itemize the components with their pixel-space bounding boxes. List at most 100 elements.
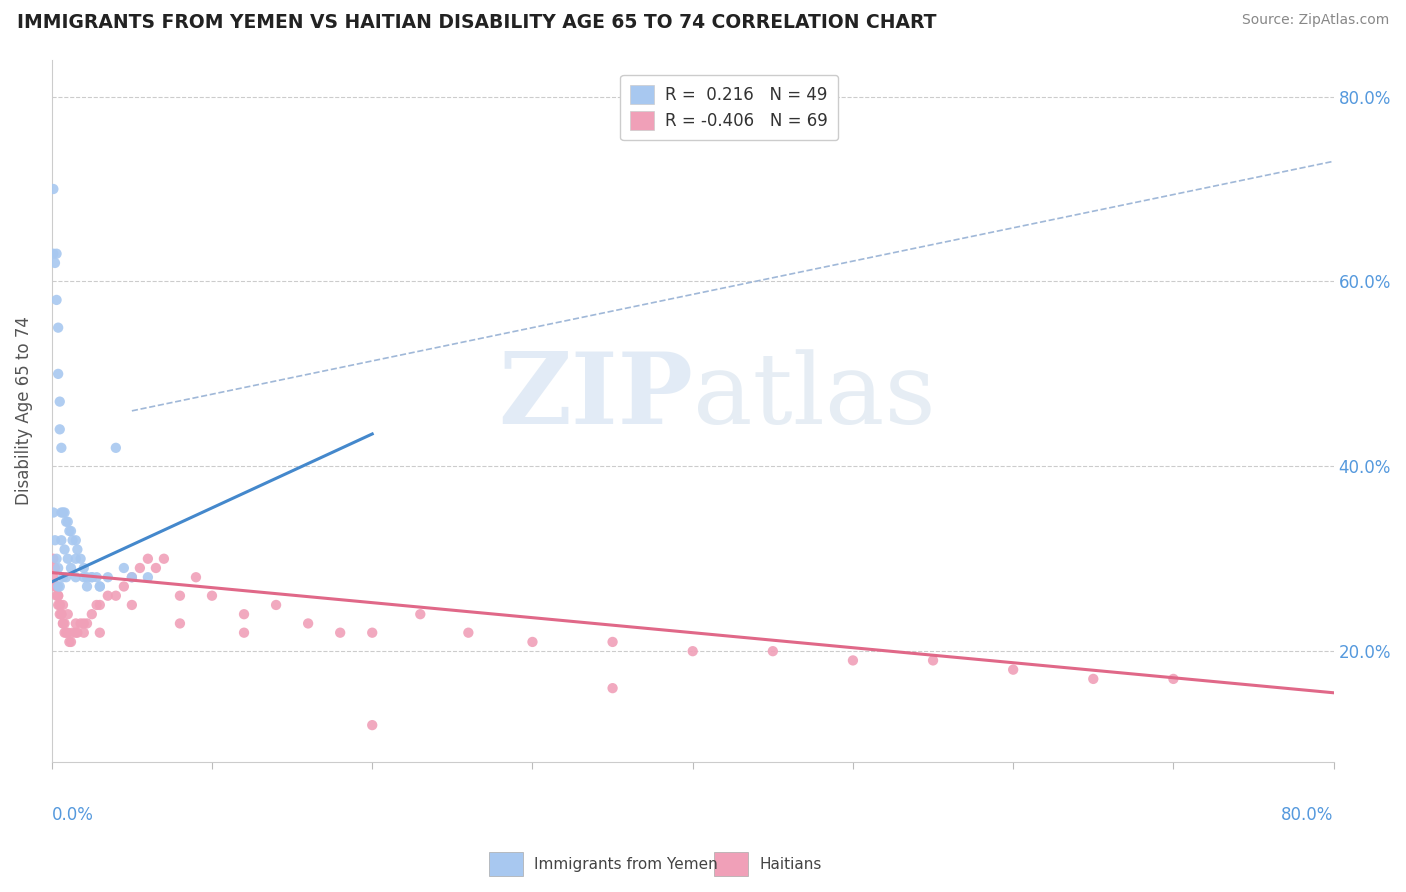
- Point: [522, 635, 544, 649]
- Point: [1083, 672, 1105, 686]
- Point: [89, 579, 111, 593]
- Point: [89, 579, 111, 593]
- FancyBboxPatch shape: [714, 852, 748, 876]
- Point: [56, 607, 79, 622]
- Text: 80.0%: 80.0%: [1281, 806, 1334, 824]
- Point: [52, 598, 75, 612]
- Point: [45, 579, 67, 593]
- Point: [52, 570, 75, 584]
- Text: 0.0%: 0.0%: [52, 806, 94, 824]
- Point: [49, 579, 72, 593]
- Point: [169, 616, 191, 631]
- Point: [45, 293, 67, 307]
- Point: [73, 561, 96, 575]
- Point: [46, 320, 69, 334]
- Point: [44, 561, 66, 575]
- Point: [42, 551, 65, 566]
- Point: [58, 524, 80, 538]
- Point: [76, 570, 98, 584]
- Point: [42, 570, 65, 584]
- Point: [51, 441, 73, 455]
- Legend: R =  0.216   N = 49, R = -0.406   N = 69: R = 0.216 N = 49, R = -0.406 N = 69: [620, 75, 838, 140]
- Point: [112, 579, 135, 593]
- Point: [65, 551, 87, 566]
- Point: [97, 589, 120, 603]
- Point: [145, 561, 167, 575]
- Point: [55, 625, 77, 640]
- Point: [59, 561, 82, 575]
- Point: [80, 570, 103, 584]
- Point: [264, 598, 287, 612]
- Point: [76, 579, 98, 593]
- Point: [49, 394, 72, 409]
- Point: [53, 616, 76, 631]
- Point: [49, 607, 72, 622]
- Point: [86, 598, 108, 612]
- Point: [56, 625, 79, 640]
- Point: [52, 506, 75, 520]
- Point: [42, 246, 65, 260]
- Point: [69, 551, 91, 566]
- Point: [62, 533, 84, 548]
- Point: [457, 625, 479, 640]
- Point: [233, 607, 256, 622]
- Point: [56, 515, 79, 529]
- Point: [46, 579, 69, 593]
- Text: IMMIGRANTS FROM YEMEN VS HAITIAN DISABILITY AGE 65 TO 74 CORRELATION CHART: IMMIGRANTS FROM YEMEN VS HAITIAN DISABIL…: [17, 13, 936, 32]
- Point: [45, 246, 67, 260]
- Text: ZIP: ZIP: [498, 348, 693, 445]
- Point: [602, 681, 624, 695]
- Point: [136, 551, 159, 566]
- Point: [42, 182, 65, 196]
- Point: [361, 625, 384, 640]
- Point: [329, 625, 352, 640]
- Point: [80, 607, 103, 622]
- Point: [51, 607, 73, 622]
- Point: [297, 616, 319, 631]
- Point: [59, 524, 82, 538]
- FancyBboxPatch shape: [489, 852, 523, 876]
- Point: [136, 570, 159, 584]
- Point: [201, 589, 224, 603]
- Point: [233, 625, 256, 640]
- Point: [44, 256, 66, 270]
- Point: [49, 598, 72, 612]
- Point: [97, 570, 120, 584]
- Point: [169, 589, 191, 603]
- Point: [121, 570, 143, 584]
- Point: [65, 570, 87, 584]
- Point: [55, 570, 77, 584]
- Point: [46, 598, 69, 612]
- Point: [121, 598, 143, 612]
- Point: [69, 616, 91, 631]
- Text: atlas: atlas: [693, 349, 935, 445]
- Point: [53, 506, 76, 520]
- Point: [56, 551, 79, 566]
- Point: [46, 589, 69, 603]
- Point: [51, 533, 73, 548]
- Point: [1163, 672, 1185, 686]
- Point: [55, 515, 77, 529]
- Point: [66, 625, 89, 640]
- Point: [153, 551, 176, 566]
- Point: [51, 506, 73, 520]
- Point: [682, 644, 704, 658]
- Point: [44, 579, 66, 593]
- Point: [121, 570, 143, 584]
- Point: [53, 625, 76, 640]
- Point: [49, 422, 72, 436]
- Text: Haitians: Haitians: [759, 857, 821, 871]
- Point: [89, 625, 111, 640]
- Point: [65, 625, 87, 640]
- Point: [922, 653, 945, 667]
- Point: [1002, 663, 1025, 677]
- Point: [89, 598, 111, 612]
- Point: [52, 616, 75, 631]
- Point: [62, 625, 84, 640]
- Point: [45, 589, 67, 603]
- Point: [45, 579, 67, 593]
- Point: [602, 635, 624, 649]
- Point: [65, 533, 87, 548]
- Point: [66, 542, 89, 557]
- Point: [59, 635, 82, 649]
